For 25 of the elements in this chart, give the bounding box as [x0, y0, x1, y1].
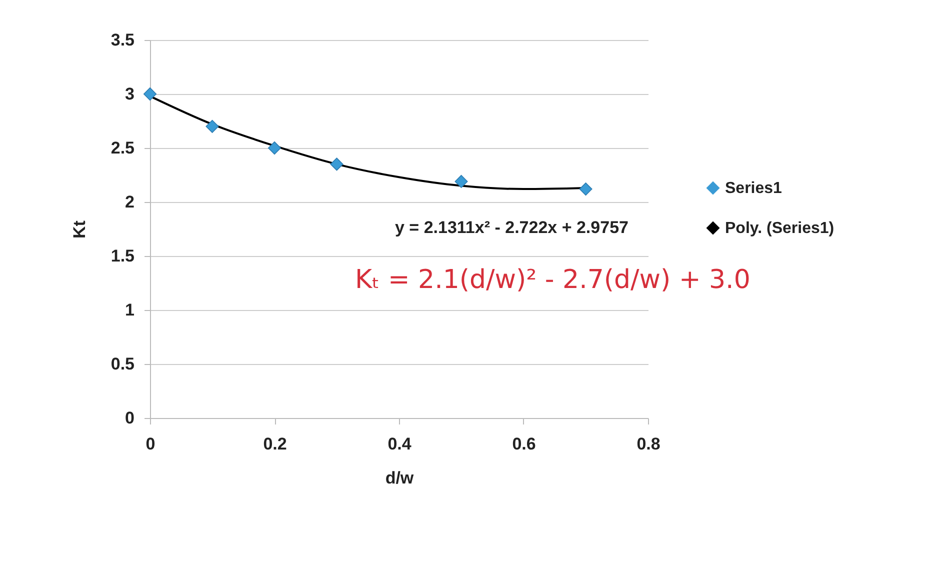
legend-label: Series1 — [725, 180, 782, 197]
y-axis-title: Kt — [70, 220, 89, 238]
legend-label: Poly. (Series1) — [725, 220, 834, 237]
x-axis-title: d/w — [385, 468, 414, 488]
y-tick-label: 3 — [125, 84, 134, 104]
x-tick-label: 0.6 — [512, 434, 536, 454]
x-tick-label: 0.2 — [263, 434, 287, 454]
y-tick-label: 0 — [125, 408, 134, 428]
annotation: Kₜ = 2.1(d/w)² - 2.7(d/w) + 3.0 — [355, 265, 750, 295]
point — [579, 182, 592, 196]
x-tick-label: 0 — [146, 434, 156, 454]
y-tick-label: 2.5 — [110, 138, 134, 158]
point — [268, 141, 282, 155]
point — [206, 120, 219, 133]
x-tick-label: 0.8 — [636, 434, 660, 454]
point — [330, 158, 344, 171]
y-tick-label: 2 — [125, 192, 134, 212]
y-tick-label: 3.5 — [110, 30, 134, 50]
annotation: y = 2.1311x² - 2.722x + 2.9757 — [395, 218, 628, 237]
y-tick-label: 1.5 — [110, 246, 134, 266]
y-tick-label: 1 — [125, 300, 134, 320]
y-tick-label: 0.5 — [110, 354, 134, 374]
x-tick-label: 0.4 — [388, 434, 412, 454]
point — [143, 87, 157, 101]
point — [454, 174, 468, 188]
